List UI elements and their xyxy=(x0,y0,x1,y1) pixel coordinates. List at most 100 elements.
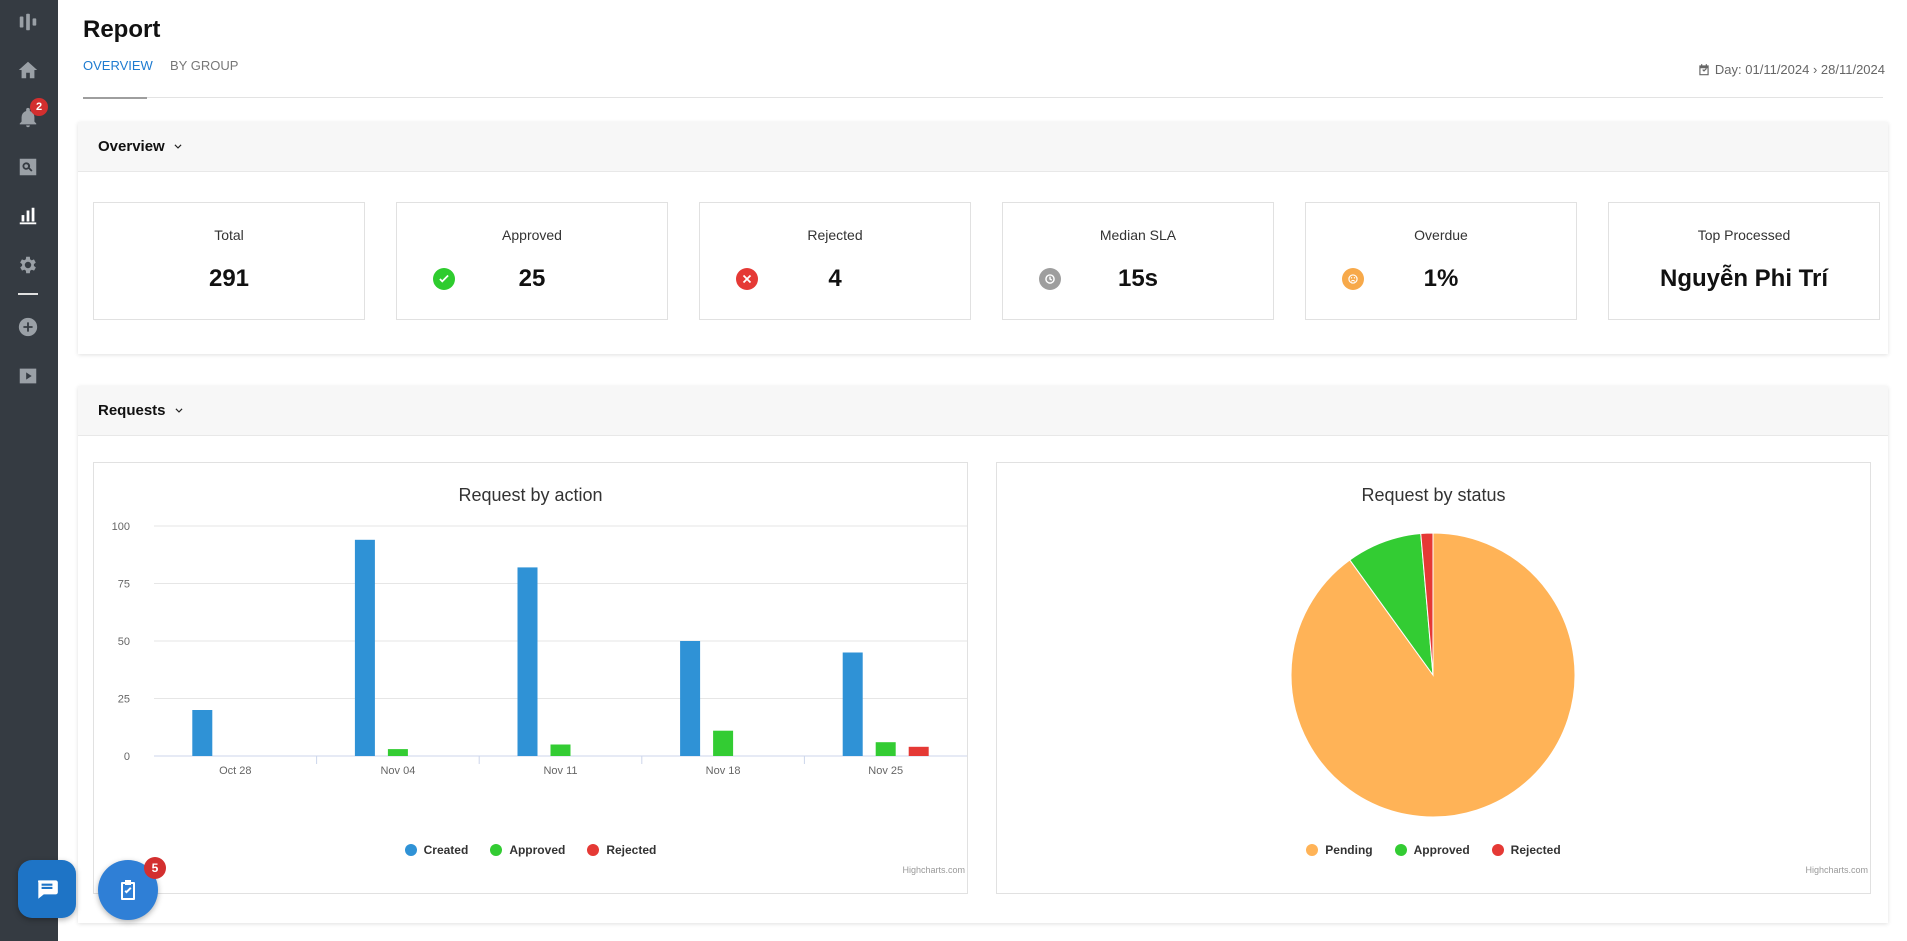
stat-card-overdue: Overdue 1% xyxy=(1305,202,1577,320)
y-tick-label: 75 xyxy=(118,579,130,591)
chat-icon xyxy=(38,880,58,899)
stat-card-approved: Approved 25 xyxy=(396,202,668,320)
clipboard-check-icon xyxy=(121,880,135,900)
plus-circle-icon[interactable] xyxy=(14,313,42,341)
bar-chart-svg: 0 25 50 75 100 Oct 28 Nov 04 Nov 11 Nov 18 Nov 25 xyxy=(112,521,967,777)
legend-item-approved[interactable]: Approved xyxy=(490,843,565,857)
bar-approved xyxy=(875,742,896,756)
stat-value: 25 xyxy=(518,265,546,292)
bar-approved xyxy=(550,744,571,756)
stat-label: Overdue xyxy=(1414,227,1468,243)
stat-card-total: Total 291 xyxy=(93,202,365,320)
legend-dot xyxy=(1306,844,1319,856)
requests-panel-header[interactable]: Requests xyxy=(78,386,1888,436)
chart-title: Request by action xyxy=(458,485,603,505)
stat-card-top-processed: Top Processed Nguyễn Phi Trí xyxy=(1608,202,1880,320)
bar-created xyxy=(842,652,863,756)
sad-face-icon xyxy=(1342,268,1364,290)
pie-chart-legend: Pending Approved Rejected xyxy=(997,843,1870,857)
stat-value: 4 xyxy=(828,265,842,292)
bar-created xyxy=(354,539,375,756)
stat-label: Approved xyxy=(502,227,562,243)
date-range-picker[interactable]: Day: 01/11/2024 › 28/11/2024 xyxy=(1697,62,1885,77)
bar-chart-legend: Created Approved Rejected xyxy=(94,843,967,857)
legend-label: Pending xyxy=(1325,843,1373,857)
x-tick-label: Nov 04 xyxy=(380,765,415,777)
pie-slice-rejected xyxy=(1420,532,1434,676)
legend-label: Approved xyxy=(1413,843,1470,857)
stat-card-median-sla: Median SLA 15s xyxy=(1002,202,1274,320)
date-range-text: Day: 01/11/2024 › 28/11/2024 xyxy=(1714,62,1885,77)
legend-item-created[interactable]: Created xyxy=(404,843,468,857)
x-tick-label: Nov 18 xyxy=(706,765,741,777)
bar-created xyxy=(680,641,701,756)
stat-label: Total xyxy=(214,227,244,243)
video-icon[interactable] xyxy=(14,362,42,390)
history-icon xyxy=(1039,268,1061,290)
logo-icon[interactable] xyxy=(14,8,42,36)
x-tick-label: Nov 25 xyxy=(868,765,903,777)
y-tick-label: 0 xyxy=(124,751,130,763)
stat-value: 291 xyxy=(208,265,250,292)
legend-item-rejected[interactable]: Rejected xyxy=(1491,843,1561,857)
legend-dot xyxy=(1491,844,1504,856)
stat-value: 15s xyxy=(1117,265,1159,292)
legend-dot xyxy=(404,844,417,856)
y-tick-label: 50 xyxy=(118,636,130,648)
y-tick-label: 100 xyxy=(112,521,130,533)
stat-label: Rejected xyxy=(807,227,863,243)
stat-value: Nguyễn Phi Trí xyxy=(1659,265,1829,292)
overview-panel: Overview Total 291 Approved 25 Rejected … xyxy=(78,122,1888,354)
requests-panel: Requests Request by action 0 25 50 75 100 Oct… xyxy=(78,386,1888,923)
stat-label: Top Processed xyxy=(1697,227,1791,243)
chevron-down-icon xyxy=(174,143,182,149)
request-by-action-chart: Request by action 0 25 50 75 100 Oct 28 Nov 04… xyxy=(93,462,968,894)
legend-label: Rejected xyxy=(606,843,657,857)
request-by-status-chart: Request by status Pending Approved Rejec… xyxy=(996,462,1871,894)
chat-button[interactable] xyxy=(18,860,76,918)
chart-credits[interactable]: Highcharts.com xyxy=(902,865,965,875)
stat-card-rejected: Rejected 4 xyxy=(699,202,971,320)
sidebar: 2 xyxy=(0,0,58,941)
bar-created xyxy=(192,710,213,756)
tasks-badge: 5 xyxy=(144,857,166,879)
overview-panel-header[interactable]: Overview xyxy=(78,122,1888,172)
calendar-icon xyxy=(1699,63,1709,75)
bar-approved xyxy=(387,749,408,756)
sidebar-divider xyxy=(18,293,38,295)
bar-created xyxy=(517,567,538,756)
legend-dot xyxy=(1394,844,1407,856)
overview-title: Overview xyxy=(98,138,165,155)
pie-chart-svg xyxy=(1290,532,1576,818)
main-content: Report OVERVIEW BY GROUP Day: 01/11/2024… xyxy=(58,0,1907,941)
y-tick-label: 25 xyxy=(118,694,130,706)
chevron-down-icon xyxy=(175,407,183,413)
bar-approved xyxy=(713,730,734,756)
notification-badge: 2 xyxy=(30,98,48,116)
bar-chart-icon[interactable] xyxy=(14,202,42,230)
x-tick-label: Nov 11 xyxy=(543,765,577,777)
bar-rejected xyxy=(908,746,929,756)
home-icon[interactable] xyxy=(14,56,42,84)
chart-credits[interactable]: Highcharts.com xyxy=(1805,865,1868,875)
legend-dot xyxy=(490,844,503,856)
x-circle-icon xyxy=(736,268,758,290)
legend-item-rejected[interactable]: Rejected xyxy=(587,843,656,857)
search-document-icon[interactable] xyxy=(14,153,42,181)
chart-title: Request by status xyxy=(1361,485,1506,505)
stat-label: Median SLA xyxy=(1099,227,1177,243)
page-title: Report xyxy=(83,16,161,43)
tab-by-group[interactable]: BY GROUP xyxy=(170,58,239,73)
legend-label: Approved xyxy=(509,843,566,857)
tab-overview[interactable]: OVERVIEW xyxy=(83,58,153,99)
legend-item-approved[interactable]: Approved xyxy=(1394,843,1470,857)
gear-icon[interactable] xyxy=(14,251,42,279)
tab-bar: OVERVIEW BY GROUP xyxy=(83,58,1883,99)
legend-dot xyxy=(587,844,600,856)
stat-value: 1% xyxy=(1423,265,1459,292)
legend-label: Rejected xyxy=(1510,843,1561,857)
requests-title: Requests xyxy=(98,402,166,419)
check-circle-icon xyxy=(433,268,455,290)
x-tick-label: Oct 28 xyxy=(219,765,251,777)
legend-item-pending[interactable]: Pending xyxy=(1306,843,1373,857)
